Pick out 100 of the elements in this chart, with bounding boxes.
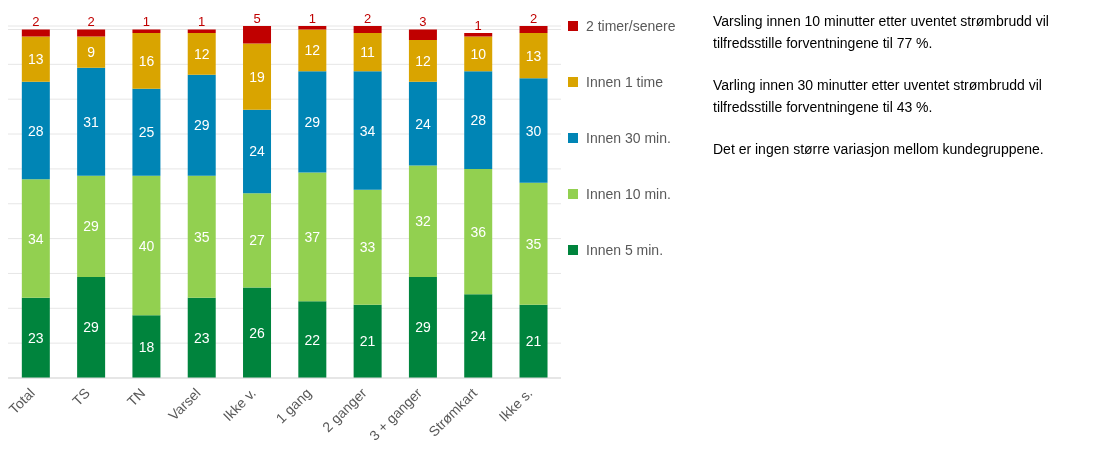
bar — [187, 29, 216, 33]
data-label: 2 — [529, 11, 538, 26]
text: Varsling innen 10 minutter etter uventet strømbrudd vil tilfredsstille forventningene til 77 %. — [713, 12, 1050, 53]
bar — [408, 81, 437, 166]
data-label: 24 — [415, 115, 431, 132]
bar — [243, 43, 272, 110]
bar — [408, 276, 437, 378]
legend-label: Innen 5 min. — [586, 242, 664, 258]
legend-label: Innen 10 min. — [586, 186, 671, 202]
data-label: 23 — [28, 329, 44, 346]
bar — [519, 304, 548, 378]
bar — [187, 32, 216, 75]
bar — [298, 301, 327, 378]
bar — [519, 32, 548, 79]
bar — [353, 71, 382, 190]
x-tick-label: Ikke s. — [495, 384, 536, 425]
data-label: 27 — [249, 232, 266, 249]
bar — [21, 81, 50, 180]
data-label: 12 — [193, 45, 210, 62]
data-label: 32 — [415, 213, 431, 230]
data-label: 36 — [470, 223, 487, 240]
bar — [21, 36, 50, 82]
data-label: 24 — [249, 143, 266, 160]
bar — [77, 175, 106, 277]
data-label: 37 — [304, 228, 321, 245]
bar — [464, 36, 493, 72]
data-label: 18 — [138, 338, 155, 355]
data-label: 25 — [138, 124, 155, 141]
data-label: 10 — [470, 45, 487, 62]
legend-label: Innen 1 time — [586, 74, 664, 90]
bar — [464, 294, 493, 378]
bar — [519, 26, 548, 33]
bar — [21, 297, 50, 378]
bar — [132, 175, 161, 316]
data-label: 1 — [142, 14, 151, 30]
data-label: 26 — [249, 324, 266, 341]
data-label: 40 — [138, 237, 155, 254]
x-tick-label: Ikke v. — [219, 384, 259, 424]
data-label: 29 — [193, 117, 210, 134]
data-label: 1 — [474, 17, 482, 33]
bar — [132, 32, 161, 89]
data-label: 22 — [304, 331, 321, 348]
data-label: 24 — [470, 328, 487, 345]
data-label: 1 — [198, 14, 206, 30]
data-label: 31 — [83, 113, 100, 130]
data-label: 13 — [525, 47, 542, 64]
data-label: 35 — [525, 235, 542, 252]
data-label: 34 — [28, 230, 44, 247]
bar — [187, 297, 216, 378]
data-label: 9 — [87, 44, 96, 61]
bar — [519, 78, 548, 183]
data-label: 5 — [253, 11, 261, 26]
text: Det er ingen større variasjon mellom kundegruppene. — [713, 140, 1045, 159]
bar — [519, 182, 548, 305]
bar — [21, 29, 50, 37]
data-label: 3 — [419, 14, 427, 30]
legend-label: Innen 30 min. — [586, 130, 671, 146]
data-label: 33 — [359, 239, 376, 256]
bar — [243, 287, 272, 378]
x-tick-label: TS — [69, 384, 94, 409]
bar — [408, 165, 437, 277]
bar — [132, 315, 161, 378]
bar — [298, 172, 327, 302]
bar — [77, 29, 106, 37]
data-label: 28 — [470, 112, 487, 129]
data-label: 12 — [304, 42, 321, 59]
data-label: 2 — [364, 11, 372, 26]
bar — [408, 39, 437, 82]
bar — [243, 26, 272, 44]
bar — [243, 109, 272, 194]
data-label: 2 — [32, 14, 40, 30]
bar — [298, 71, 327, 173]
data-label: 29 — [83, 218, 100, 235]
bar — [77, 276, 106, 378]
data-label: 16 — [138, 52, 155, 69]
bar — [353, 189, 382, 305]
data-label: 28 — [28, 122, 44, 139]
bar — [132, 29, 161, 33]
bar — [353, 26, 382, 33]
data-label: 34 — [359, 122, 376, 139]
data-label: 21 — [359, 333, 376, 350]
data-label: 30 — [525, 122, 542, 139]
bar — [187, 175, 216, 298]
bar — [77, 36, 106, 68]
bar — [464, 168, 493, 295]
data-label: 29 — [415, 319, 431, 336]
bar — [132, 88, 161, 176]
data-label: 29 — [304, 113, 321, 130]
bar — [464, 71, 493, 169]
legend-label: 2 timer/senere — [586, 18, 676, 34]
data-label: 23 — [193, 329, 210, 346]
bar — [77, 67, 106, 176]
bar — [408, 29, 437, 40]
data-label: 12 — [415, 52, 431, 69]
data-label: 19 — [249, 68, 266, 85]
text: Varling innen 30 minutter etter uventet strømbrudd vil tilfredsstille forventningene til 43 %. — [713, 76, 1043, 117]
data-label: 11 — [360, 44, 376, 61]
x-tick-label: TN — [123, 384, 149, 410]
bar — [21, 179, 50, 298]
bar — [353, 32, 382, 72]
